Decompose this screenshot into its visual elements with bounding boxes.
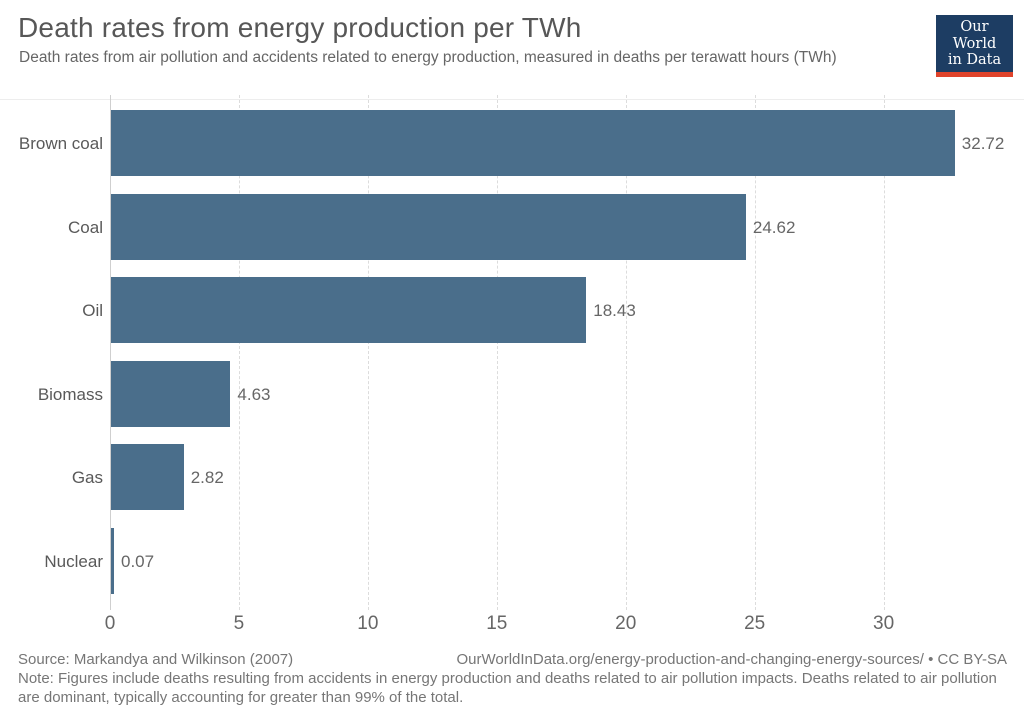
x-tick-label-10: 10 <box>357 613 379 634</box>
category-label: Brown coal <box>18 134 103 153</box>
chart-footer: Source: Markandya and Wilkinson (2007) O… <box>18 651 1007 707</box>
bar-brown-coal[interactable] <box>111 110 955 176</box>
bar-oil[interactable] <box>111 277 587 343</box>
category-label: Nuclear <box>44 551 103 571</box>
gridline-10 <box>367 95 369 610</box>
bar-value-label: 2.82 <box>190 468 224 487</box>
gridline-20 <box>625 95 627 610</box>
plot-area: Brown coal 32.72 Coal 24.62 Oil 18.43 Biomass 4… <box>0 95 1024 610</box>
category-label: Gas <box>71 468 103 487</box>
bar-biomass[interactable] <box>111 360 231 427</box>
x-tick-label-5: 5 <box>233 613 245 634</box>
bar-value-label: 24.62 <box>752 217 796 237</box>
bar-coal[interactable] <box>111 193 746 260</box>
x-tick-label-0: 0 <box>104 613 116 634</box>
x-tick-label-30: 30 <box>873 613 895 634</box>
category-label: Coal <box>68 217 103 237</box>
bar-value-label: 18.43 <box>593 301 636 320</box>
chart-subtitle: Death rates from air pollution and accid… <box>19 49 837 66</box>
x-tick-label-20: 20 <box>615 613 637 634</box>
gridline-30 <box>883 95 885 610</box>
owid-logo-text-line2: in Data <box>947 52 1002 69</box>
note-text: Note: Figures include deaths resulting f… <box>18 670 997 706</box>
bar-value-label: 32.72 <box>961 134 1005 153</box>
header-divider <box>0 99 1024 100</box>
bar-value-label: 0.07 <box>121 551 155 571</box>
source-url-link[interactable]: OurWorldInData.org/energy-production-and… <box>456 651 1007 668</box>
gridline-15 <box>496 95 498 610</box>
x-tick-label-15: 15 <box>486 613 508 634</box>
bar-value-label: 4.63 <box>237 384 271 404</box>
source-text: Source: Markandya and Wilkinson (2007) <box>18 651 294 668</box>
gridline-5 <box>238 95 240 610</box>
x-tick-label-25: 25 <box>744 613 766 634</box>
bar-nuclear[interactable] <box>111 527 114 594</box>
category-label: Biomass <box>37 384 103 404</box>
chart-title: Death rates from energy production per T… <box>18 12 582 43</box>
gridline-25 <box>754 95 756 610</box>
zero-axis-line <box>110 95 111 610</box>
bar-gas[interactable] <box>111 444 184 510</box>
owid-logo-text-line1: Our World <box>952 19 997 52</box>
owid-logo[interactable]: Our World in Data <box>936 15 1013 78</box>
category-label: Oil <box>82 301 103 320</box>
